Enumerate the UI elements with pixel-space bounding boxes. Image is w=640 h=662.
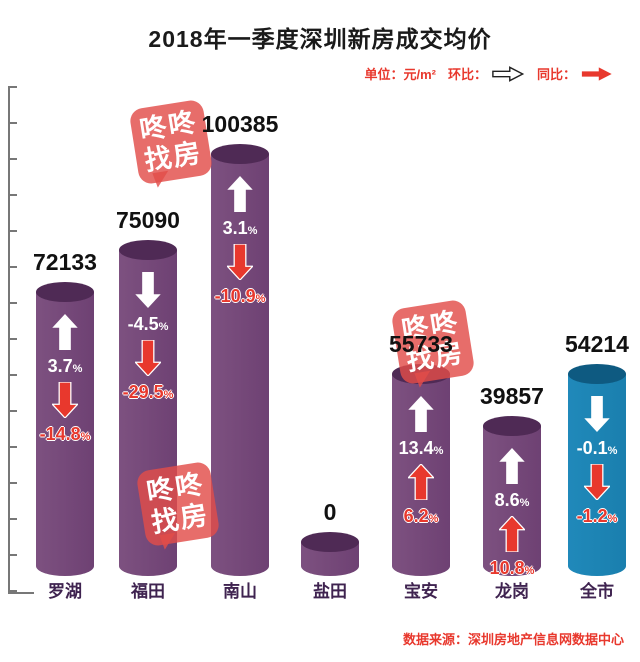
bar-value-label: 72133 bbox=[33, 249, 97, 275]
bar-宝安: 55733 13.4% 6.2% 宝安 bbox=[389, 331, 453, 601]
bar-罗湖: 72133 3.7% -14.8% 罗湖 bbox=[33, 249, 97, 601]
bar-category-label: 龙岗 bbox=[495, 582, 529, 601]
bar-change-stack: 3.1% -10.9% bbox=[211, 154, 269, 566]
bar-value-label: 0 bbox=[323, 499, 337, 525]
yoy-arrow-down-icon bbox=[227, 244, 253, 280]
bar-value-label: 54214 bbox=[565, 331, 629, 357]
yoy-arrow-up-icon bbox=[408, 464, 434, 500]
bar-category-label: 全市 bbox=[580, 582, 614, 601]
bar-盐田: 0 盐田 bbox=[301, 499, 359, 601]
bar-category-label: 南山 bbox=[223, 582, 257, 601]
bar-change-stack: 3.7% -14.8% bbox=[36, 292, 94, 566]
bar-change-stack: 8.6% 10.8% bbox=[483, 426, 541, 577]
bar-cylinder: 8.6% 10.8% bbox=[483, 416, 541, 577]
mom-right-arrow-icon bbox=[492, 65, 525, 82]
bar-全市: 54214 -0.1% -1.2% 全市 bbox=[565, 331, 629, 601]
mom-change-value: -0.1% bbox=[576, 438, 618, 458]
data-source: 数据来源：深圳房地产信息网数据中心 bbox=[402, 632, 624, 647]
yoy-arrow-down-icon bbox=[135, 340, 161, 376]
yoy-legend-label: 同比： bbox=[536, 67, 576, 82]
yoy-arrow-down-icon bbox=[52, 382, 78, 418]
bar-category-label: 宝安 bbox=[404, 582, 438, 601]
bar-cylinder: 3.7% -14.8% bbox=[36, 282, 94, 576]
bar-value-label: 75090 bbox=[116, 207, 180, 233]
chart-legend: 单位：元/m² 环比： 同比： bbox=[364, 64, 614, 83]
mom-legend: 环比： bbox=[448, 64, 525, 83]
yoy-change-value: -1.2% bbox=[576, 506, 618, 526]
mom-arrow-down-icon bbox=[135, 272, 161, 308]
mom-arrow-down-icon bbox=[584, 396, 610, 432]
watermark-bubble: 咚咚 找房 bbox=[135, 460, 221, 548]
yoy-change-value: 6.2% bbox=[403, 506, 439, 526]
chart-title: 2018年一季度深圳新房成交均价 bbox=[148, 26, 492, 52]
bar-change-stack: 13.4% 6.2% bbox=[392, 374, 450, 566]
mom-arrow-up-icon bbox=[52, 314, 78, 350]
yoy-change-value: -14.8% bbox=[39, 424, 91, 444]
bar-change-stack: -0.1% -1.2% bbox=[568, 374, 626, 566]
yoy-change-value: 10.8% bbox=[489, 558, 535, 578]
bar-福田: 75090 -4.5% -29.5% 福田 bbox=[116, 207, 180, 601]
bar-category-label: 罗湖 bbox=[48, 582, 82, 601]
yoy-arrow-up-icon bbox=[499, 516, 525, 552]
y-axis bbox=[8, 86, 34, 594]
mom-change-value: -4.5% bbox=[127, 314, 169, 334]
unit-label: 单位：元/m² bbox=[364, 67, 436, 82]
bar-value-label: 100385 bbox=[201, 111, 279, 137]
mom-change-value: 3.7% bbox=[47, 356, 83, 376]
bar-cylinder bbox=[301, 532, 359, 576]
bar-category-label: 盐田 bbox=[313, 582, 347, 601]
bar-value-label: 39857 bbox=[480, 383, 544, 409]
bar-龙岗: 39857 8.6% 10.8% 龙岗 bbox=[480, 383, 544, 601]
yoy-arrow-down-icon bbox=[584, 464, 610, 500]
watermark-logo: 咚咚 找房 bbox=[135, 460, 221, 548]
bar-南山: 100385 3.1% -10.9% 南山 bbox=[202, 111, 279, 601]
bar-category-label: 福田 bbox=[131, 582, 165, 601]
bar-cylinder: -0.1% -1.2% bbox=[568, 364, 626, 576]
yoy-change-value: -10.9% bbox=[214, 286, 266, 306]
mom-arrow-up-icon bbox=[499, 448, 525, 484]
bar-change-stack: -4.5% -29.5% bbox=[119, 250, 177, 566]
mom-legend-label: 环比： bbox=[447, 67, 487, 82]
mom-change-value: 13.4% bbox=[398, 438, 444, 458]
bar-cylinder: 13.4% 6.2% bbox=[392, 364, 450, 576]
mom-arrow-up-icon bbox=[227, 176, 253, 212]
mom-change-value: 3.1% bbox=[222, 218, 258, 238]
bar-cylinder: 3.1% -10.9% bbox=[211, 144, 269, 576]
mom-change-value: 8.6% bbox=[494, 490, 530, 510]
yoy-right-arrow-icon bbox=[581, 66, 612, 81]
yoy-legend: 同比： bbox=[537, 64, 614, 83]
watermark-logo: 咚咚 找房 bbox=[128, 98, 214, 186]
yoy-change-value: -29.5% bbox=[122, 382, 174, 402]
mom-arrow-up-icon bbox=[408, 396, 434, 432]
bar-value-label: 55733 bbox=[389, 331, 453, 357]
